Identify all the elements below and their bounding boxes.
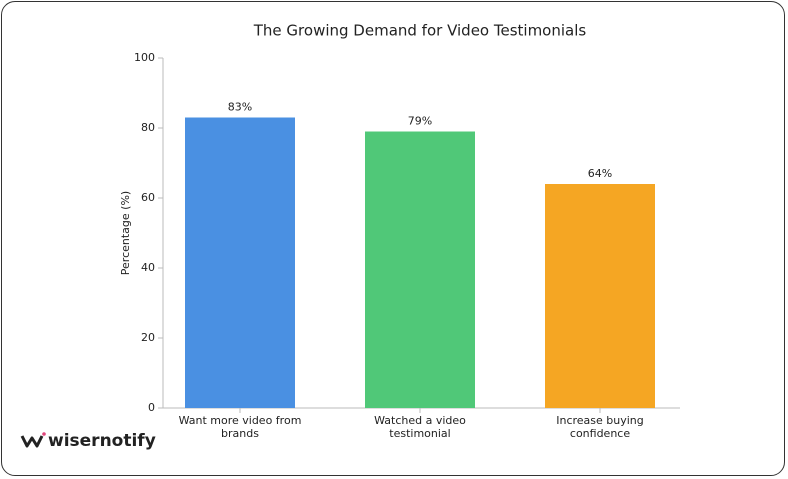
y-tick-label: 20 — [141, 331, 155, 344]
bar — [365, 131, 475, 408]
y-tick-label: 60 — [141, 191, 155, 204]
y-axis-label: Percentage (%) — [119, 191, 132, 275]
value-label: 79% — [408, 115, 432, 128]
watermark: wisernotify — [48, 431, 156, 451]
bar — [185, 117, 295, 408]
value-label: 83% — [228, 101, 252, 114]
value-label: 64% — [588, 167, 612, 180]
bar — [545, 184, 655, 408]
chart-title: The Growing Demand for Video Testimonial… — [253, 22, 587, 40]
y-tick-label: 0 — [148, 401, 155, 414]
y-tick-label: 40 — [141, 261, 155, 274]
x-tick-label: Want more video from brands — [178, 414, 302, 440]
x-tick-label: Watched a video testimonial — [374, 414, 466, 440]
y-tick-label: 100 — [134, 51, 155, 64]
logo-icon — [20, 432, 46, 448]
x-tick-label: Increase buying confidence — [556, 414, 644, 440]
y-tick-label: 80 — [141, 121, 155, 134]
